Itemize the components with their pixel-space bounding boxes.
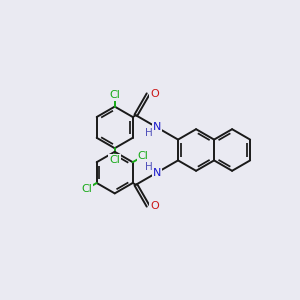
Text: H: H bbox=[145, 128, 152, 138]
Text: O: O bbox=[150, 89, 159, 99]
Text: O: O bbox=[150, 201, 159, 211]
Text: N: N bbox=[153, 168, 161, 178]
Text: Cl: Cl bbox=[138, 151, 148, 161]
Text: Cl: Cl bbox=[81, 184, 92, 194]
Text: Cl: Cl bbox=[109, 90, 120, 100]
Text: Cl: Cl bbox=[109, 155, 120, 165]
Text: N: N bbox=[153, 122, 161, 132]
Text: H: H bbox=[145, 162, 152, 172]
